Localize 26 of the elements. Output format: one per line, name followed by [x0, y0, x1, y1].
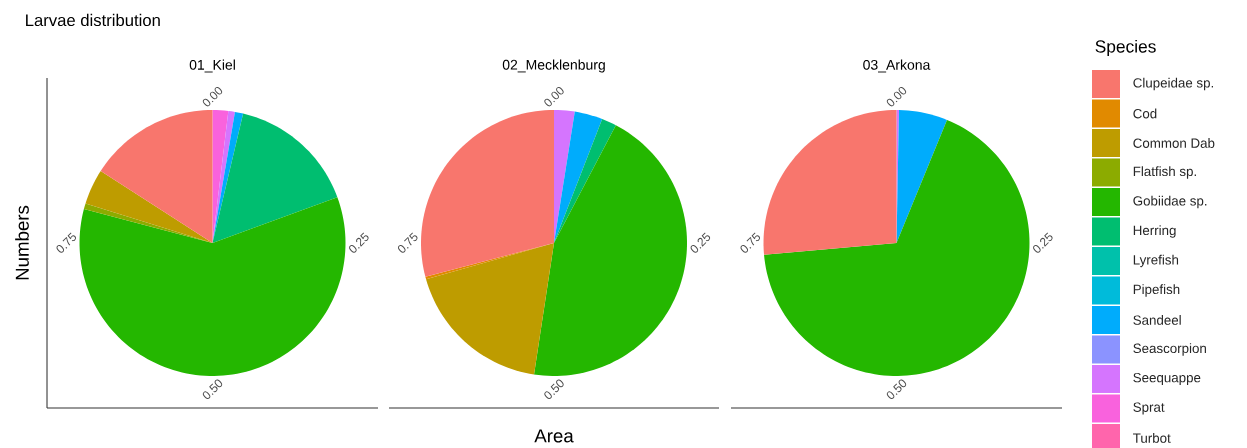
text: 0.00: [886, 86, 907, 107]
text: Area: [534, 429, 574, 443]
text: 0.00: [202, 86, 223, 107]
text: 0.50: [202, 379, 223, 400]
legend-label: Turbot: [1133, 433, 1171, 443]
legend-label: Pipefish: [1133, 284, 1180, 297]
legend-label: Seequappe: [1133, 372, 1201, 386]
chart-title: Larvae distribution: [26, 13, 160, 27]
text: 0.50: [544, 379, 564, 400]
text: Numbers: [15, 205, 29, 280]
legend-label: Cod: [1133, 108, 1157, 119]
legend-label: Gobiidae sp.: [1133, 195, 1207, 209]
legend-label: Sandeel: [1133, 315, 1181, 325]
chart-subtitle: 03_Arkona: [863, 59, 931, 73]
text: 0.50: [886, 379, 907, 400]
text: 0.00: [544, 86, 564, 107]
legend-label: Herring: [1133, 225, 1176, 238]
legend-label: Sprat: [1133, 402, 1165, 415]
legend-label: Lyrefish: [1133, 254, 1179, 268]
chart-subtitle: 01_Kiel: [189, 59, 235, 73]
legend-label: Clupeidae sp.: [1133, 77, 1214, 91]
chart-subtitle: 02_Mecklenburg: [502, 59, 605, 73]
legend-label: Common Dab: [1133, 138, 1215, 148]
legend-label: Flatfish sp.: [1133, 166, 1196, 179]
legend-label: Seascorpion: [1133, 343, 1206, 356]
legend-title: Species: [1095, 39, 1156, 57]
